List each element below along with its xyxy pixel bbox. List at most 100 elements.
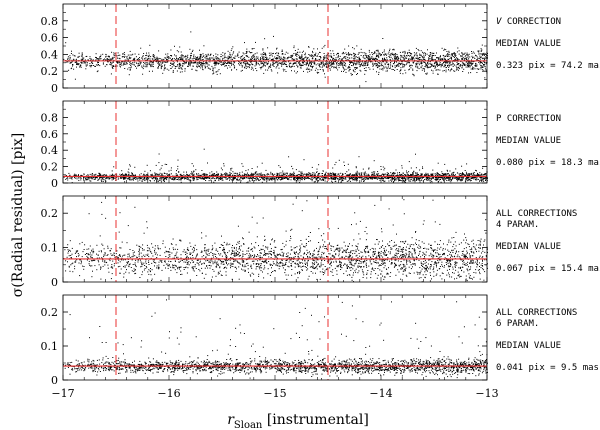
data-point [325,63,327,65]
data-point [385,66,387,68]
data-point [248,178,250,179]
data-point [134,166,136,168]
data-point [322,70,324,72]
data-point [222,52,224,54]
data-point [410,54,412,56]
data-point [386,67,388,69]
data-point [465,55,467,57]
data-point [250,59,252,60]
data-point [397,57,399,59]
data-point [133,177,135,179]
data-point [353,52,354,54]
data-point [284,69,286,71]
data-point [281,64,283,66]
data-point [281,50,283,52]
data-point [304,61,305,63]
data-point [185,178,187,180]
data-point [113,66,114,67]
data-point [217,54,219,56]
data-point [368,174,370,176]
data-point [175,175,177,177]
data-point [230,49,232,51]
data-point [251,174,252,176]
data-point [266,179,268,181]
data-point [126,56,128,58]
data-point [181,55,183,57]
data-point [393,175,394,176]
data-point [304,173,306,175]
data-point [427,176,429,178]
data-point [354,53,356,55]
data-point [360,180,362,182]
data-point [464,56,466,58]
data-point [141,179,143,181]
data-point [396,178,398,180]
data-point [481,178,483,180]
data-point [69,62,71,64]
data-point [476,179,478,181]
data-point [295,52,297,54]
data-point [209,59,211,61]
data-point [393,54,395,56]
data-point [333,63,335,64]
data-point [273,59,274,61]
data-point [230,176,232,178]
data-point [317,72,318,74]
data-point [318,65,320,66]
data-point [253,177,255,179]
data-point [416,54,418,56]
data-point [170,67,172,69]
data-point [345,57,347,59]
data-point [231,64,232,66]
data-point [268,58,270,60]
data-point [349,62,351,63]
data-point [340,182,342,183]
data-point [445,176,447,178]
data-point [152,178,154,180]
data-point [152,177,154,179]
data-point [264,38,266,40]
data-point [334,58,336,60]
data-point [95,64,97,66]
data-point [183,63,185,65]
data-point [150,64,152,66]
data-point [460,65,462,67]
data-point [65,178,67,180]
data-point [461,52,462,54]
data-point [277,57,279,59]
data-point [145,57,147,59]
data-point [180,58,182,60]
data-point [212,177,214,179]
data-point [355,172,357,174]
data-point [132,62,134,63]
data-point [183,177,185,178]
data-point [206,62,208,64]
data-point [483,52,485,54]
data-point [365,62,367,64]
data-point [228,57,230,58]
data-point [282,170,284,172]
data-point [437,65,438,67]
data-point [91,173,93,174]
data-point [312,61,314,63]
data-point [415,47,417,49]
data-point [98,178,100,180]
data-point [269,178,271,180]
data-point [291,54,293,56]
data-point [77,56,79,58]
data-point [192,59,194,61]
data-point [361,65,363,66]
data-point [262,56,264,58]
data-point [352,74,353,76]
annotation-median-value: 0.323 pix = 74.2 mas [496,61,600,71]
data-point [310,65,312,67]
data-point [91,174,93,176]
data-point [366,55,367,57]
data-point [245,64,247,66]
data-point [444,61,446,63]
data-point [374,178,376,180]
data-point [481,67,483,68]
data-point [399,179,401,181]
data-point [78,63,80,65]
data-point [300,172,302,174]
